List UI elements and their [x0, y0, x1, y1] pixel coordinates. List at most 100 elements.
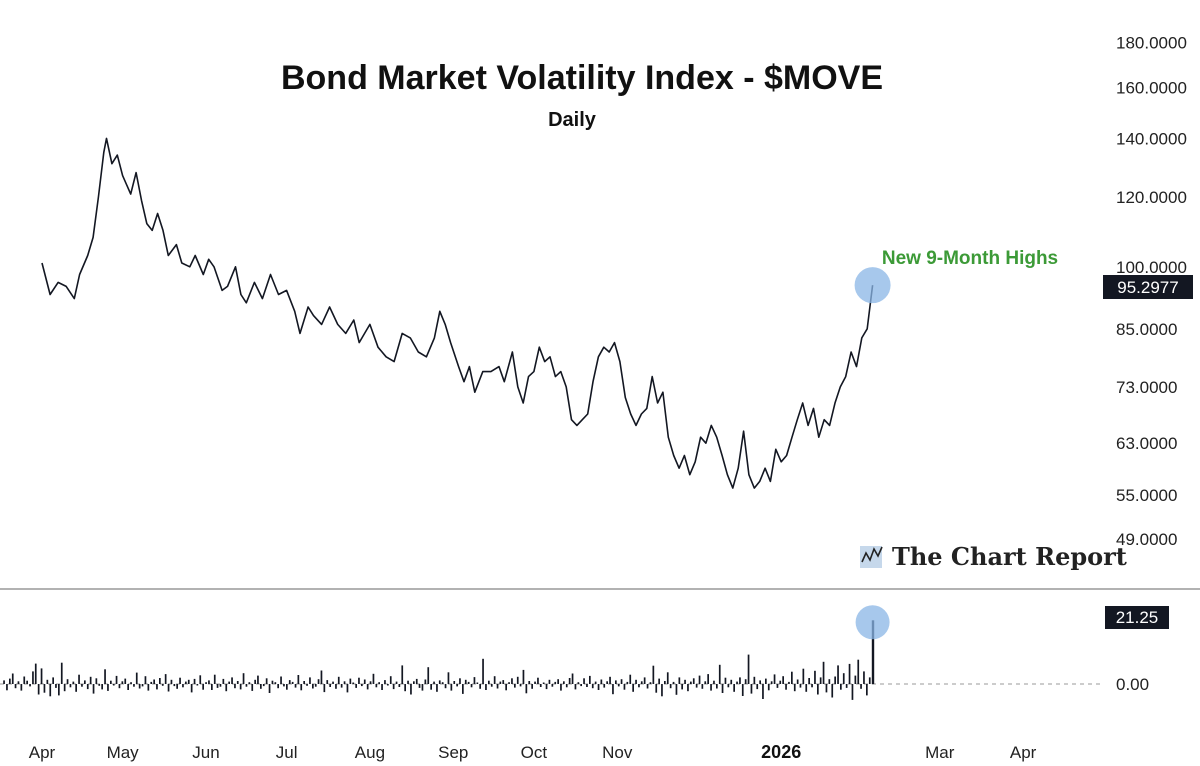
change-bar	[381, 684, 383, 690]
change-bar	[496, 684, 499, 689]
change-bar	[695, 684, 698, 688]
change-bar	[638, 684, 640, 688]
x-tick-label: Aug	[355, 743, 385, 762]
change-bar	[418, 684, 421, 688]
change-bar	[479, 684, 481, 689]
change-bar	[508, 682, 510, 684]
change-bar	[721, 684, 724, 693]
change-bar	[32, 671, 34, 684]
change-bar	[811, 684, 813, 688]
change-bar	[211, 684, 213, 690]
change-bar	[571, 673, 574, 684]
last-change-badge: 21.25	[1105, 606, 1169, 629]
change-bar	[687, 684, 689, 692]
change-bar	[796, 679, 799, 684]
change-bar	[265, 678, 268, 684]
change-bar	[568, 678, 571, 684]
change-bar	[436, 684, 438, 692]
change-bar	[135, 672, 138, 684]
y-tick-label: 73.0000	[1116, 378, 1177, 397]
change-bar	[799, 684, 802, 688]
change-bar	[678, 677, 681, 684]
change-bar	[254, 679, 256, 684]
change-bar	[320, 670, 323, 684]
y-tick-label: 180.0000	[1116, 33, 1187, 52]
change-bar	[72, 681, 75, 684]
change-bar	[866, 684, 868, 696]
change-bar	[554, 681, 557, 684]
y-axis: 180.0000 160.0000 140.0000 120.0000 100.0000…	[1116, 33, 1187, 549]
change-bar	[456, 684, 458, 687]
change-bar	[92, 684, 95, 694]
change-bar	[655, 684, 658, 693]
change-bar	[389, 676, 392, 684]
last-value-badge: 95.2977	[1103, 275, 1193, 299]
change-bar	[387, 684, 389, 686]
y-tick-label: 140.0000	[1116, 129, 1187, 148]
change-bar	[542, 682, 545, 684]
change-bar	[819, 677, 822, 684]
change-bar	[681, 684, 683, 690]
change-bar	[609, 676, 611, 684]
x-tick-label: 2026	[761, 742, 801, 762]
change-bar	[124, 678, 127, 684]
change-bar	[337, 676, 340, 684]
change-bar	[300, 684, 303, 691]
change-bar	[767, 684, 770, 691]
change-bar	[277, 684, 279, 689]
change-bar	[395, 681, 398, 684]
change-bar	[317, 679, 320, 684]
change-bar	[291, 681, 294, 684]
change-bar	[40, 668, 43, 684]
change-bar	[868, 677, 871, 684]
change-bar	[187, 679, 190, 684]
change-bar	[597, 684, 600, 690]
change-bar	[121, 681, 124, 684]
change-bar	[52, 677, 54, 684]
change-bar	[825, 684, 828, 693]
change-bar	[739, 677, 741, 684]
change-bar	[672, 681, 675, 684]
change-bar	[854, 675, 857, 684]
change-bar	[770, 681, 773, 684]
change-bar	[661, 684, 663, 697]
change-bar	[459, 678, 461, 684]
x-tick-label: Oct	[521, 743, 548, 762]
highlight-circle-change	[855, 605, 890, 640]
change-bar	[239, 684, 242, 690]
chart-subtitle: Daily	[548, 109, 597, 131]
change-bar	[779, 680, 782, 684]
change-bar	[424, 679, 427, 684]
change-bar	[785, 684, 787, 690]
change-bar	[666, 672, 669, 684]
change-bar	[704, 681, 707, 684]
change-bar	[110, 680, 112, 684]
change-bar	[753, 676, 756, 684]
y-tick-label: 160.0000	[1116, 78, 1187, 97]
change-bar	[649, 682, 652, 684]
change-bar	[525, 684, 528, 694]
change-bar	[834, 676, 836, 684]
change-bar	[86, 684, 89, 690]
change-bar	[548, 679, 551, 684]
change-bar	[404, 684, 406, 692]
change-bar	[369, 681, 372, 684]
change-bar	[698, 675, 701, 684]
change-bar	[26, 680, 28, 684]
x-tick-label: Jul	[276, 743, 298, 762]
change-bar	[3, 680, 5, 684]
change-bar	[159, 678, 161, 684]
change-bar	[384, 680, 386, 684]
change-bar	[340, 684, 343, 688]
chart-report-logo-icon	[860, 546, 883, 568]
change-bar	[718, 664, 721, 684]
change-bar	[205, 682, 207, 684]
change-bar	[516, 676, 519, 684]
change-bar	[346, 684, 349, 693]
change-bar	[138, 684, 141, 689]
y-tick-label: 63.0000	[1116, 434, 1177, 453]
change-bar	[245, 684, 248, 687]
change-bar	[231, 677, 233, 684]
change-bar	[378, 682, 380, 684]
change-bar	[617, 684, 620, 687]
